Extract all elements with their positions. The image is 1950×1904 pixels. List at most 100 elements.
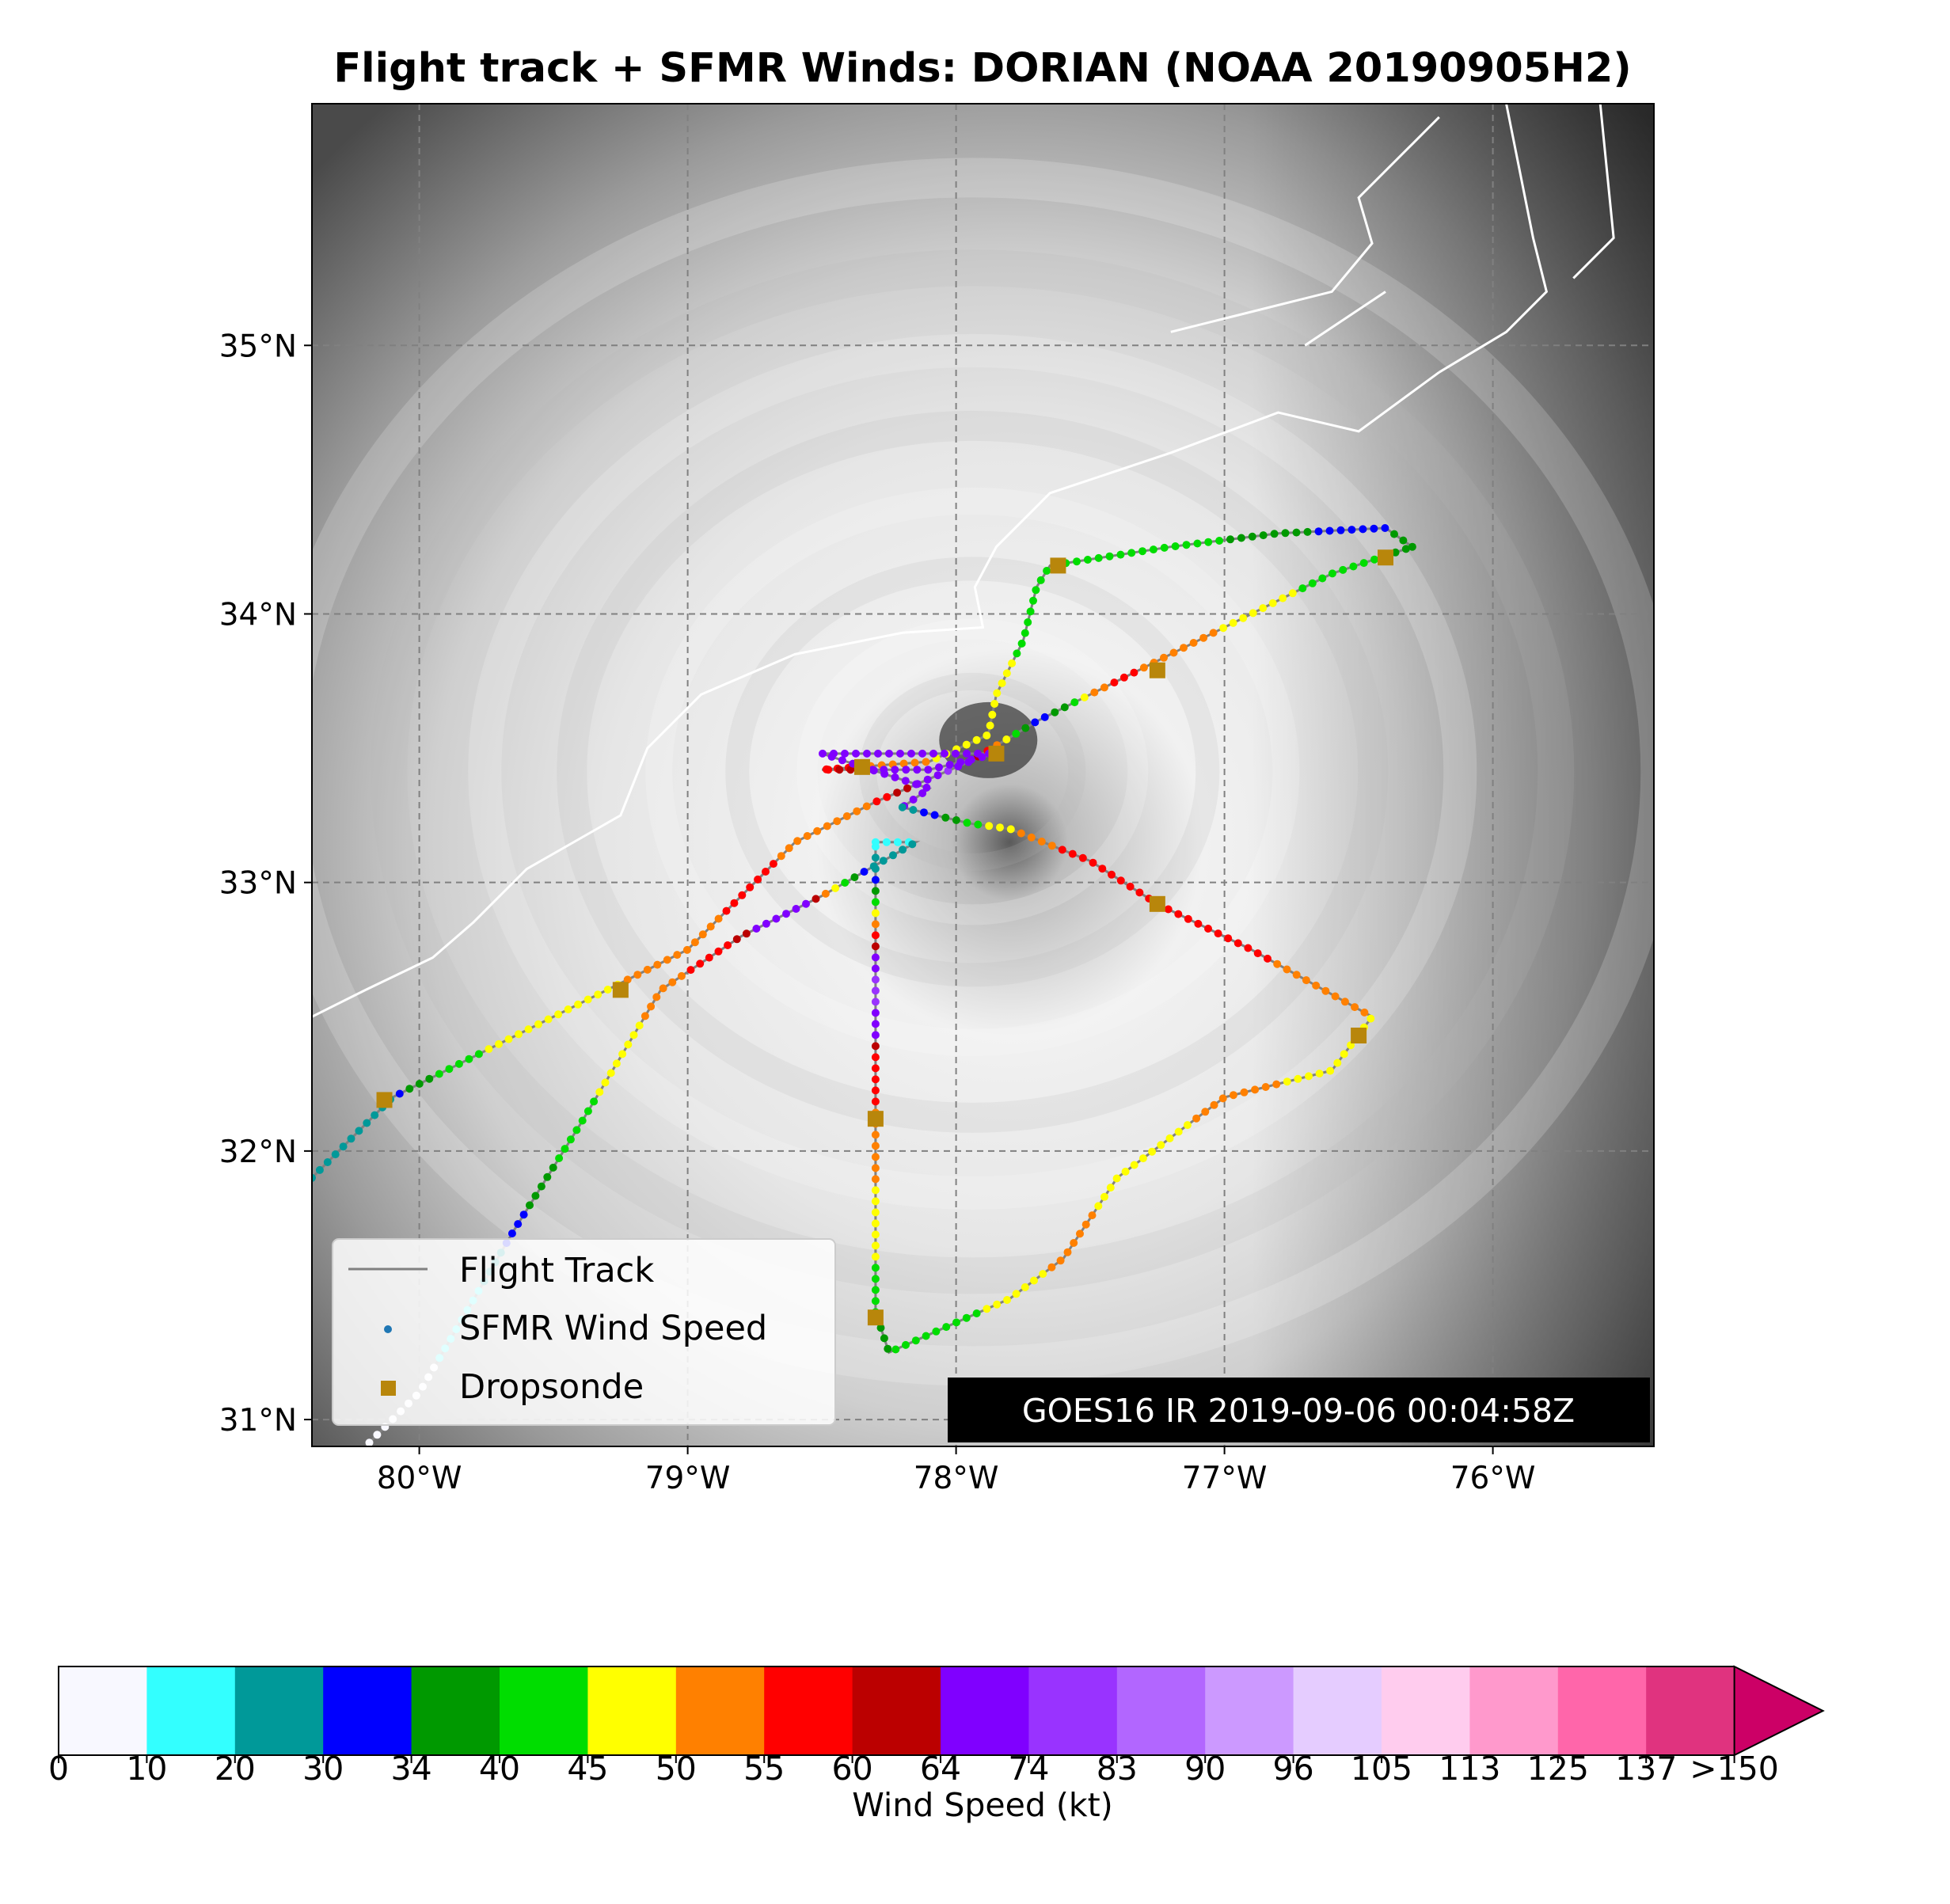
sfmr-point (606, 1069, 615, 1077)
sfmr-point (974, 749, 982, 758)
x-tick-label: 77°W (1182, 1461, 1268, 1496)
sfmr-point (918, 789, 927, 797)
sfmr-point (871, 1142, 880, 1150)
colorbar-tick-label: 20 (215, 1750, 256, 1788)
sfmr-point (1002, 669, 1011, 678)
sfmr-point (1349, 562, 1358, 571)
sfmr-point (531, 1191, 540, 1200)
sfmr-point (972, 1309, 981, 1317)
sfmr-point (1073, 557, 1081, 566)
sfmr-point (1259, 531, 1268, 540)
sfmr-point (696, 960, 705, 968)
sfmr-point (1149, 545, 1157, 554)
sfmr-point (930, 811, 939, 819)
colorbar-segment (323, 1666, 412, 1755)
sfmr-point (365, 1438, 374, 1446)
x-tick-label: 79°W (645, 1461, 731, 1496)
sfmr-point (871, 1086, 880, 1095)
sfmr-point (1094, 1202, 1103, 1210)
sfmr-point (871, 1230, 880, 1239)
sfmr-point (1169, 648, 1178, 657)
sfmr-point (524, 1025, 533, 1034)
sfmr-point (769, 860, 777, 868)
goes-label-box (948, 1378, 1650, 1442)
sfmr-point (942, 1323, 951, 1332)
colorbar-segment (1557, 1666, 1647, 1755)
sfmr-point (543, 1172, 552, 1181)
colorbar-tick-label: 10 (126, 1750, 167, 1788)
sfmr-point (1047, 842, 1056, 850)
sfmr-point (746, 883, 755, 891)
colorbar-segment (1469, 1666, 1559, 1755)
legend-box (332, 1238, 836, 1426)
sfmr-point (871, 1064, 880, 1073)
sfmr-point (564, 1005, 572, 1013)
sfmr-point (315, 1165, 324, 1174)
sfmr-point (932, 1327, 941, 1336)
sfmr-point (879, 857, 888, 865)
sfmr-point (629, 1031, 638, 1039)
sfmr-point (871, 1275, 880, 1283)
sfmr-point (445, 1065, 454, 1074)
colorbar: 0 10 20 30 34 40 45 50 55 60 64 74 83 90 96 105 113 125 13… (48, 1665, 1825, 1788)
sfmr-point (1239, 614, 1248, 622)
sfmr-point (1251, 1085, 1260, 1094)
sfmr-point (852, 749, 860, 758)
sfmr-point (1390, 530, 1398, 538)
sfmr-point (1240, 1088, 1249, 1096)
colorbar-tick-label: >150 (1690, 1750, 1779, 1788)
colorbar-segment (1646, 1666, 1735, 1755)
sfmr-point (1237, 534, 1245, 542)
legend-sfmr-swatch (384, 1325, 392, 1333)
sfmr-point (869, 862, 878, 871)
sfmr-point (907, 749, 915, 758)
sfmr-point (1037, 838, 1046, 846)
sfmr-point (1089, 858, 1097, 867)
sfmr-point (1157, 1141, 1165, 1150)
colorbar-tick-label: 64 (920, 1750, 961, 1788)
coastline-segment (312, 371, 1440, 1018)
sfmr-point (1160, 653, 1168, 662)
sfmr-point (983, 732, 991, 739)
x-tick-label: 78°W (914, 1461, 999, 1496)
colorbar-segment (234, 1666, 324, 1755)
sfmr-point (802, 899, 810, 908)
sfmr-point (647, 1002, 656, 1011)
colorbar-tick-label: 30 (302, 1750, 344, 1788)
sfmr-point (871, 1031, 880, 1039)
sfmr-point (1315, 1070, 1324, 1077)
sfmr-point (893, 789, 902, 797)
sfmr-point (1051, 708, 1059, 716)
sfmr-point (698, 930, 707, 939)
sfmr-point (714, 947, 723, 956)
sfmr-point (1264, 954, 1271, 963)
sfmr-point (1283, 1077, 1291, 1086)
sfmr-point (871, 953, 880, 962)
sfmr-point (1279, 594, 1287, 602)
sfmr-point (1305, 1072, 1313, 1081)
sfmr-point (871, 1042, 880, 1051)
sfmr-point (885, 749, 893, 758)
sfmr-point (1183, 1121, 1192, 1130)
sfmr-point (1370, 555, 1378, 564)
sfmr-point (902, 766, 910, 774)
sfmr-point (1292, 971, 1301, 979)
sfmr-point (990, 700, 999, 708)
sfmr-point (724, 941, 732, 949)
sfmr-point (762, 868, 770, 876)
sfmr-point (956, 758, 965, 766)
sfmr-point (909, 806, 918, 814)
sfmr-point (1116, 550, 1125, 559)
sfmr-point (1189, 639, 1198, 647)
sfmr-point (594, 990, 602, 999)
sfmr-point (1039, 1270, 1047, 1279)
sfmr-point (1013, 649, 1021, 658)
sfmr-point (1139, 663, 1148, 672)
sfmr-point (1012, 1290, 1021, 1298)
sfmr-point (908, 840, 917, 849)
sfmr-point (653, 960, 662, 969)
sfmr-point (603, 986, 612, 994)
sfmr-point (1218, 1094, 1227, 1103)
sfmr-point (659, 984, 667, 993)
sfmr-point (882, 838, 891, 846)
